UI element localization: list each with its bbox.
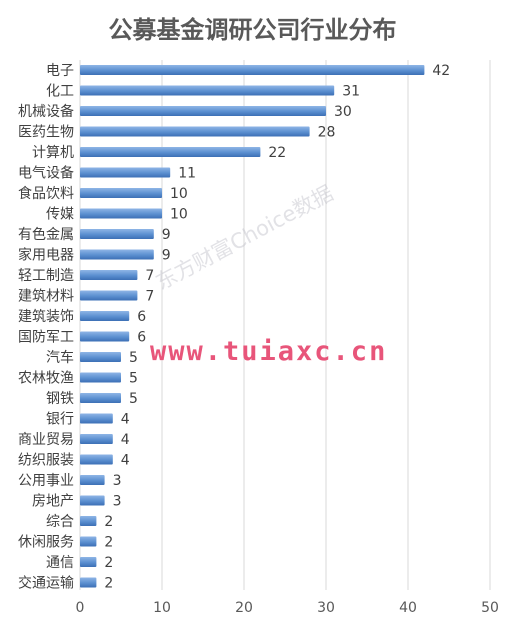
bar	[80, 188, 162, 198]
category-label: 房地产	[32, 494, 74, 510]
category-label: 交通运输	[18, 575, 74, 592]
category-label: 建筑装饰	[18, 309, 74, 325]
chart-title: 公募基金调研公司行业分布	[108, 16, 397, 44]
value-label: 2	[104, 576, 113, 592]
category-label: 纺织服装	[18, 453, 74, 469]
category-label: 公用事业	[18, 473, 74, 489]
category-label: 商业贸易	[18, 432, 74, 448]
bar	[80, 167, 171, 178]
value-label: 4	[121, 412, 130, 428]
value-label: 5	[129, 391, 138, 407]
category-label: 休闲服务	[18, 535, 74, 551]
value-label: 6	[137, 309, 146, 325]
category-label: 银行	[46, 412, 74, 428]
bar	[80, 126, 310, 137]
bar	[80, 249, 154, 260]
x-tick-label: 30	[317, 600, 335, 616]
bar	[80, 372, 121, 383]
category-label: 电气设备	[18, 165, 74, 182]
value-label: 2	[104, 535, 113, 551]
value-label: 10	[170, 207, 188, 223]
bar	[80, 229, 154, 239]
category-label: 有色金属	[18, 226, 74, 243]
bar	[80, 495, 105, 506]
value-label: 7	[145, 268, 154, 284]
value-label: 22	[268, 145, 286, 161]
bar	[80, 454, 113, 465]
value-label: 9	[162, 248, 171, 264]
value-label: 28	[318, 125, 336, 141]
category-label: 通信	[46, 555, 74, 571]
bar	[80, 413, 113, 424]
bar	[80, 557, 97, 567]
category-label: 电子	[46, 63, 74, 79]
value-label: 3	[113, 473, 122, 489]
bar	[80, 65, 425, 75]
category-label: 计算机	[32, 145, 74, 161]
category-label: 家用电器	[18, 247, 74, 264]
category-label: 综合	[46, 514, 74, 530]
bar	[80, 475, 105, 485]
category-label: 国防军工	[18, 330, 74, 346]
category-label: 传媒	[46, 207, 74, 223]
category-label: 汽车	[46, 349, 74, 366]
value-label: 11	[178, 166, 196, 182]
value-label: 42	[432, 63, 450, 79]
value-label: 2	[104, 514, 113, 530]
bar	[80, 393, 121, 403]
category-label: 食品饮料	[18, 185, 74, 202]
value-label: 31	[342, 84, 360, 100]
bar	[80, 516, 97, 526]
value-label: 5	[129, 371, 138, 387]
category-label: 农林牧渔	[18, 371, 74, 387]
bar	[80, 208, 162, 219]
value-label: 4	[121, 453, 130, 469]
value-label: 3	[113, 494, 122, 510]
value-label: 4	[121, 432, 130, 448]
bar	[80, 577, 97, 588]
value-label: 9	[162, 227, 171, 243]
bar	[80, 85, 335, 96]
x-tick-label: 40	[399, 600, 417, 616]
category-label: 轻工制造	[18, 268, 74, 284]
bar	[80, 270, 138, 280]
x-tick-label: 50	[481, 600, 499, 616]
value-label: 6	[137, 330, 146, 346]
bar	[80, 147, 261, 157]
category-label: 建筑材料	[18, 289, 74, 305]
x-tick-label: 10	[153, 600, 171, 616]
x-tick-label: 20	[235, 600, 253, 616]
value-label: 7	[145, 289, 154, 305]
category-label: 机械设备	[18, 103, 74, 120]
bar	[80, 434, 113, 444]
bar	[80, 106, 326, 116]
bar	[80, 331, 130, 342]
x-tick-label: 0	[76, 600, 85, 616]
bar	[80, 536, 97, 547]
value-label: 30	[334, 104, 352, 120]
value-label: 10	[170, 186, 188, 202]
bar	[80, 290, 138, 301]
bar	[80, 352, 121, 362]
watermark-url: www.tuiaxc.cn	[150, 336, 388, 367]
value-label: 2	[104, 555, 113, 571]
category-label: 钢铁	[46, 391, 74, 407]
bar	[80, 311, 130, 321]
category-label: 医药生物	[18, 125, 74, 141]
value-label: 5	[129, 350, 138, 366]
category-label: 化工	[46, 84, 74, 100]
